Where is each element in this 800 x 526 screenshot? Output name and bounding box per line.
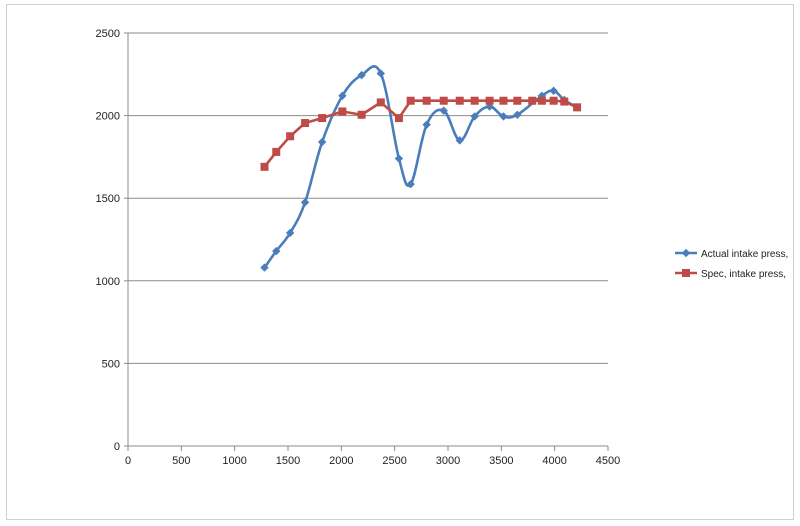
square-marker bbox=[485, 96, 494, 105]
square-marker bbox=[470, 96, 479, 105]
square-marker bbox=[286, 132, 295, 141]
series-2 bbox=[260, 96, 582, 171]
diamond-marker bbox=[300, 198, 310, 207]
square-marker bbox=[455, 96, 464, 105]
square-marker bbox=[260, 162, 269, 171]
square-marker bbox=[357, 110, 366, 119]
x-tick-label: 3000 bbox=[436, 455, 460, 467]
y-tick-label: 0 bbox=[114, 441, 120, 453]
diamond-marker bbox=[260, 263, 269, 272]
x-tick-label: 4000 bbox=[542, 455, 566, 467]
legend-entry-2: Spec, intake press, bbox=[675, 269, 786, 280]
diamond-marker bbox=[422, 120, 431, 129]
diamond-marker bbox=[272, 246, 281, 256]
series-line bbox=[263, 65, 578, 269]
square-marker bbox=[549, 96, 558, 105]
diamond-marker bbox=[455, 136, 464, 145]
x-tick-label: 2500 bbox=[382, 455, 406, 467]
diamond-marker bbox=[376, 69, 385, 78]
x-tick-label: 1000 bbox=[222, 455, 246, 467]
legend: Actual intake press, Spec, intake press, bbox=[675, 248, 788, 280]
y-tick-label: 2500 bbox=[96, 28, 120, 40]
square-marker bbox=[528, 96, 537, 105]
diamond-marker bbox=[470, 112, 479, 121]
diamond-marker bbox=[549, 86, 558, 96]
square-marker bbox=[318, 114, 327, 123]
axes: 0 500 1000 1500 2000 2500 0 500 1000 1500 2000 2500… bbox=[96, 28, 621, 467]
y-tick-label: 500 bbox=[102, 358, 120, 370]
square-marker bbox=[499, 96, 508, 105]
legend-entry-1: Actual intake press, bbox=[675, 248, 788, 260]
square-marker bbox=[376, 98, 385, 107]
diamond-marker bbox=[285, 228, 295, 238]
diamond-marker bbox=[513, 110, 522, 119]
legend-label: Spec, intake press, bbox=[701, 269, 786, 280]
chart-frame bbox=[6, 4, 794, 520]
square-marker bbox=[394, 114, 403, 123]
diamond-marker bbox=[338, 91, 347, 100]
square-marker bbox=[406, 96, 415, 105]
square-marker bbox=[537, 96, 546, 105]
y-tick-label: 1500 bbox=[96, 193, 120, 205]
y-tick-label: 1000 bbox=[96, 276, 120, 288]
x-tick-label: 0 bbox=[125, 455, 131, 467]
x-tick-label: 2000 bbox=[329, 455, 353, 467]
x-tick-label: 500 bbox=[172, 455, 190, 467]
x-tick-label: 1500 bbox=[276, 455, 300, 467]
gridlines bbox=[128, 32, 608, 364]
legend-swatch-marker bbox=[681, 248, 691, 258]
x-tick-label: 4500 bbox=[596, 455, 620, 467]
square-marker bbox=[573, 103, 582, 112]
diamond-marker bbox=[394, 154, 404, 163]
square-marker bbox=[338, 107, 347, 116]
square-marker bbox=[301, 119, 310, 128]
series-line bbox=[263, 99, 578, 168]
square-marker bbox=[560, 97, 569, 106]
y-tick-label: 2000 bbox=[96, 111, 120, 123]
diamond-marker bbox=[406, 179, 415, 189]
series-layer bbox=[260, 65, 582, 272]
square-marker bbox=[422, 96, 431, 105]
diamond-marker bbox=[439, 106, 448, 115]
square-marker bbox=[513, 96, 522, 105]
diamond-marker bbox=[499, 112, 508, 121]
x-tick-label: 3500 bbox=[489, 455, 513, 467]
square-marker bbox=[439, 96, 448, 105]
legend-label: Actual intake press, bbox=[701, 249, 788, 260]
diamond-marker bbox=[357, 70, 366, 80]
legend-swatch-marker bbox=[682, 269, 690, 277]
diamond-marker bbox=[317, 137, 327, 147]
square-marker bbox=[272, 147, 281, 156]
